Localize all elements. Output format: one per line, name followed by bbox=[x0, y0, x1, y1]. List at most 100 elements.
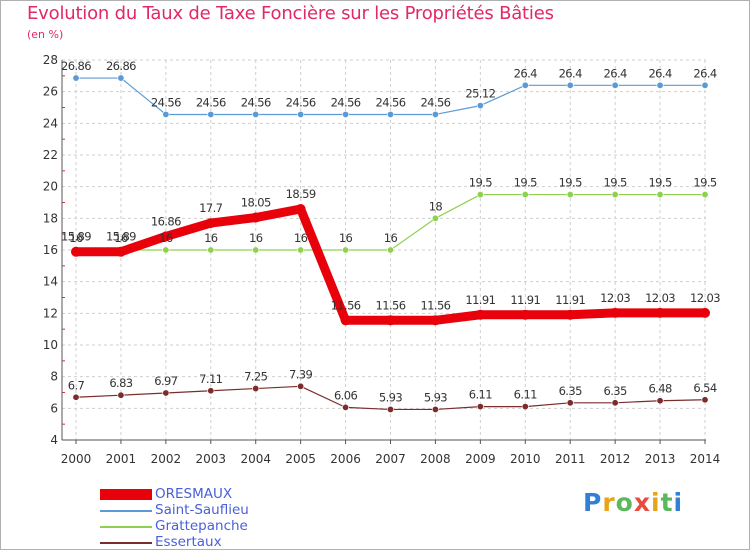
series-layer bbox=[71, 74, 710, 413]
x-tick-label: 2014 bbox=[690, 452, 721, 466]
data-label-saint-sauflieu: 24.56 bbox=[331, 95, 361, 109]
data-label-essertaux: 7.39 bbox=[289, 367, 312, 381]
legend-label-essertaux: Essertaux bbox=[155, 534, 222, 550]
data-label-grattepanche: 16 bbox=[159, 231, 173, 245]
point-saint-sauflieu bbox=[72, 74, 80, 82]
point-oresmaux bbox=[295, 203, 306, 214]
data-label-grattepanche: 16 bbox=[114, 231, 128, 245]
x-tick-label: 2009 bbox=[465, 452, 496, 466]
point-saint-sauflieu bbox=[297, 110, 305, 118]
data-label-essertaux: 7.25 bbox=[244, 370, 267, 384]
data-label-oresmaux: 12.03 bbox=[645, 291, 675, 305]
data-label-grattepanche: 19.5 bbox=[648, 176, 671, 190]
data-label-saint-sauflieu: 26.86 bbox=[106, 59, 136, 73]
point-grattepanche bbox=[342, 246, 350, 254]
logo-letter: i bbox=[673, 488, 684, 517]
point-grattepanche bbox=[701, 191, 709, 199]
x-tick-label: 2012 bbox=[600, 452, 631, 466]
data-label-oresmaux: 11.56 bbox=[331, 298, 361, 312]
x-tick-label: 2007 bbox=[375, 452, 406, 466]
data-label-saint-sauflieu: 25.12 bbox=[465, 87, 495, 101]
point-essertaux bbox=[342, 403, 350, 411]
point-grattepanche bbox=[431, 214, 439, 222]
point-grattepanche bbox=[656, 191, 664, 199]
point-essertaux bbox=[386, 405, 394, 413]
point-oresmaux bbox=[700, 307, 710, 318]
y-tick-label: 8 bbox=[50, 370, 58, 384]
logo-letter: P bbox=[583, 488, 603, 517]
data-label-essertaux: 6.35 bbox=[604, 384, 627, 398]
data-label-essertaux: 6.97 bbox=[154, 374, 177, 388]
data-label-essertaux: 7.11 bbox=[199, 372, 222, 386]
legend-swatch-saint-sauflieu bbox=[100, 510, 152, 512]
y-tick-label: 6 bbox=[50, 401, 58, 415]
y-tick-label: 28 bbox=[43, 53, 58, 67]
point-oresmaux bbox=[655, 307, 666, 318]
point-oresmaux bbox=[205, 218, 216, 229]
point-saint-sauflieu bbox=[252, 110, 260, 118]
point-grattepanche bbox=[207, 246, 215, 254]
y-tick-label: 24 bbox=[43, 116, 58, 130]
point-essertaux bbox=[297, 382, 305, 390]
point-essertaux bbox=[521, 403, 529, 411]
proxiti-logo: Proxiti bbox=[583, 488, 683, 517]
data-labels-layer: 26.86 26.86 24.56 24.56 24.56 24.56 24.56 24.56… bbox=[61, 59, 721, 404]
data-label-saint-sauflieu: 26.4 bbox=[559, 66, 582, 80]
axes: 4 6 8 10 12 14 16 18 20 22 24 26 28 2000 2001 2002 2003 2… bbox=[43, 53, 721, 466]
legend-swatch-essertaux bbox=[100, 542, 152, 544]
x-tick-label: 2006 bbox=[330, 452, 361, 466]
point-essertaux bbox=[117, 391, 125, 399]
logo-letter: i bbox=[651, 488, 661, 517]
point-oresmaux bbox=[610, 307, 621, 318]
data-label-grattepanche: 16 bbox=[339, 231, 353, 245]
point-saint-sauflieu bbox=[611, 81, 619, 89]
point-oresmaux bbox=[565, 309, 576, 320]
point-saint-sauflieu bbox=[656, 81, 664, 89]
data-label-grattepanche: 16 bbox=[204, 231, 218, 245]
y-tick-label: 22 bbox=[43, 148, 58, 162]
point-essertaux bbox=[207, 387, 215, 395]
data-label-saint-sauflieu: 24.56 bbox=[196, 95, 226, 109]
chart-title: Evolution du Taux de Taxe Foncière sur l… bbox=[27, 3, 554, 24]
data-label-oresmaux: 11.56 bbox=[376, 298, 406, 312]
point-oresmaux bbox=[340, 315, 351, 326]
grid-lines bbox=[62, 59, 706, 441]
data-label-grattepanche: 18 bbox=[429, 199, 443, 213]
data-label-oresmaux: 18.59 bbox=[286, 187, 316, 201]
x-tick-label: 2013 bbox=[645, 452, 676, 466]
point-essertaux bbox=[701, 396, 709, 404]
data-label-saint-sauflieu: 26.4 bbox=[514, 66, 537, 80]
data-label-oresmaux: 16.86 bbox=[151, 214, 181, 228]
data-label-oresmaux: 18.05 bbox=[241, 196, 271, 210]
y-tick-label: 10 bbox=[43, 338, 58, 352]
data-label-saint-sauflieu: 24.56 bbox=[151, 95, 181, 109]
point-oresmaux bbox=[71, 246, 81, 257]
data-label-saint-sauflieu: 26.4 bbox=[648, 66, 671, 80]
x-tick-label: 2008 bbox=[420, 452, 451, 466]
data-label-saint-sauflieu: 24.56 bbox=[241, 95, 271, 109]
data-label-essertaux: 6.83 bbox=[109, 376, 132, 390]
x-tick-label: 2000 bbox=[61, 452, 92, 466]
point-oresmaux bbox=[430, 315, 441, 326]
point-oresmaux bbox=[160, 231, 171, 242]
y-tick-label: 14 bbox=[43, 275, 58, 289]
point-saint-sauflieu bbox=[566, 81, 574, 89]
legend-label-oresmaux: ORESMAUX bbox=[155, 486, 233, 502]
point-saint-sauflieu bbox=[476, 102, 484, 110]
data-label-grattepanche: 19.5 bbox=[469, 176, 492, 190]
legend-swatch-oresmaux bbox=[100, 489, 152, 500]
data-label-saint-sauflieu: 26.4 bbox=[604, 66, 627, 80]
logo-letter: t bbox=[660, 488, 674, 517]
point-grattepanche bbox=[566, 191, 574, 199]
point-grattepanche bbox=[162, 246, 170, 254]
data-label-oresmaux: 11.91 bbox=[465, 293, 495, 307]
point-grattepanche bbox=[386, 246, 394, 254]
point-grattepanche bbox=[297, 246, 305, 254]
data-label-essertaux: 6.7 bbox=[68, 378, 85, 392]
data-label-oresmaux: 15.89 bbox=[61, 230, 91, 244]
data-label-essertaux: 6.06 bbox=[334, 388, 357, 402]
x-tick-label: 2002 bbox=[151, 452, 182, 466]
point-oresmaux bbox=[385, 315, 396, 326]
point-oresmaux bbox=[250, 212, 261, 223]
